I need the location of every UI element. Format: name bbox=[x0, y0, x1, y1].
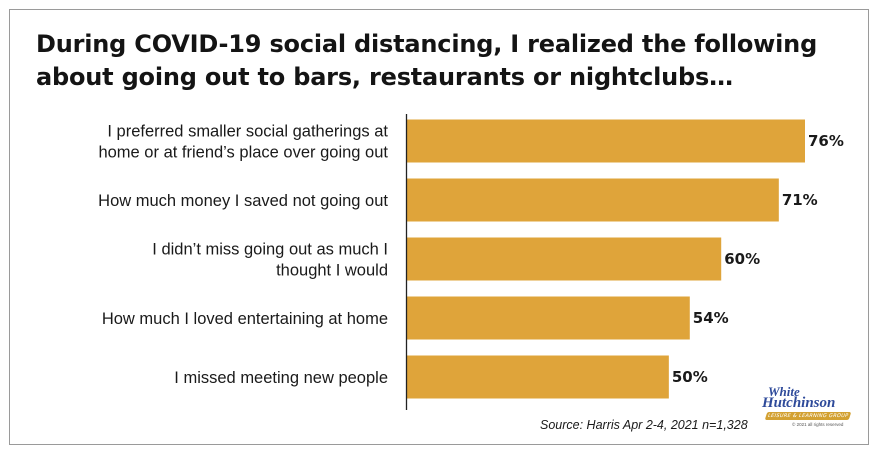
white-hutchinson-logo: White Hutchinson LEISURE & LEARNING GROU… bbox=[762, 384, 858, 432]
category-label: How much money I saved not going out bbox=[98, 192, 388, 210]
bar bbox=[407, 178, 779, 222]
bar-value-label: 54% bbox=[693, 309, 729, 327]
logo-line-2: Hutchinson bbox=[762, 395, 836, 411]
category-label: I preferred smaller social gatherings at bbox=[107, 123, 388, 141]
bar bbox=[407, 355, 669, 399]
bar bbox=[407, 237, 722, 281]
logo-band: LEISURE & LEARNING GROUP bbox=[764, 412, 852, 420]
category-label: I missed meeting new people bbox=[174, 369, 388, 387]
bar-value-label: 60% bbox=[724, 250, 760, 268]
bar-value-label: 76% bbox=[808, 132, 844, 150]
category-label: thought I would bbox=[276, 262, 388, 280]
bar-value-label: 71% bbox=[782, 191, 818, 209]
logo-copyright: © 2021 all rights reserved bbox=[792, 422, 844, 427]
category-label: home or at friend’s place over going out bbox=[98, 144, 388, 162]
category-label: I didn’t miss going out as much I bbox=[152, 241, 388, 259]
bar bbox=[407, 296, 690, 340]
chart-title: During COVID-19 social distancing, I rea… bbox=[36, 30, 818, 91]
category-label: How much I loved entertaining at home bbox=[102, 310, 388, 328]
bar bbox=[407, 119, 805, 163]
logo-band-text: LEISURE & LEARNING GROUP bbox=[766, 413, 850, 419]
source-note: Source: Harris Apr 2-4, 2021 n=1,328 bbox=[540, 418, 748, 432]
bar-value-label: 50% bbox=[672, 368, 708, 386]
logo-line-1: White bbox=[768, 384, 800, 399]
